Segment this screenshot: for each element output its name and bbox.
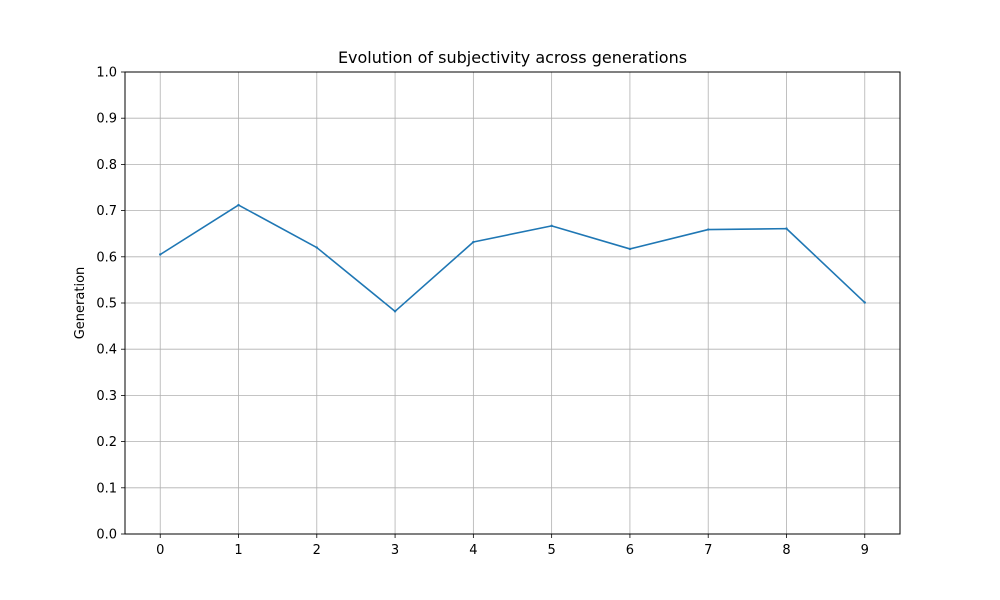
y-tick-label: 0.0 [96, 528, 117, 543]
x-tick-label: 5 [548, 543, 556, 558]
data-point [472, 240, 475, 244]
x-tick-label: 0 [156, 543, 164, 558]
x-tick-label: 4 [469, 543, 477, 558]
data-point [237, 203, 240, 207]
x-tick-label: 8 [782, 543, 790, 558]
data-point [707, 228, 710, 231]
y-tick-label: 0.5 [96, 297, 117, 312]
y-axis: 0.0 0.1 0.2 0.3 0.4 0.5 0.6 0.7 0.8 0.9 1.0 [96, 66, 125, 543]
x-tick-label: 3 [391, 543, 399, 558]
data-point [159, 253, 162, 256]
x-tick-label: 1 [234, 543, 242, 558]
x-tick-label: 7 [704, 543, 712, 558]
y-tick-label: 0.2 [96, 435, 117, 450]
data-point [628, 247, 632, 251]
y-tick-label: 0.3 [96, 389, 117, 404]
x-tick-label: 6 [626, 543, 634, 558]
x-tick-label: 9 [861, 543, 869, 558]
y-tick-label: 0.4 [96, 343, 117, 358]
data-point [393, 310, 397, 313]
data-point [785, 227, 788, 230]
x-axis: 0 1 2 3 4 5 6 7 8 9 [156, 534, 869, 558]
y-tick-label: 0.7 [96, 204, 117, 219]
data-point [550, 224, 553, 228]
y-tick-label: 0.8 [96, 158, 117, 173]
data-point [315, 246, 318, 249]
y-tick-label: 0.6 [96, 250, 117, 265]
y-tick-label: 0.1 [96, 481, 117, 496]
chart-title: Evolution of subjectivity across generat… [338, 48, 687, 67]
y-tick-label: 1.0 [96, 66, 117, 81]
series-line [159, 204, 866, 313]
data-point [863, 301, 866, 304]
y-axis-label: Generation [73, 267, 88, 340]
y-tick-label: 0.9 [96, 112, 117, 127]
series-layer [159, 203, 866, 313]
x-tick-label: 2 [313, 543, 321, 558]
